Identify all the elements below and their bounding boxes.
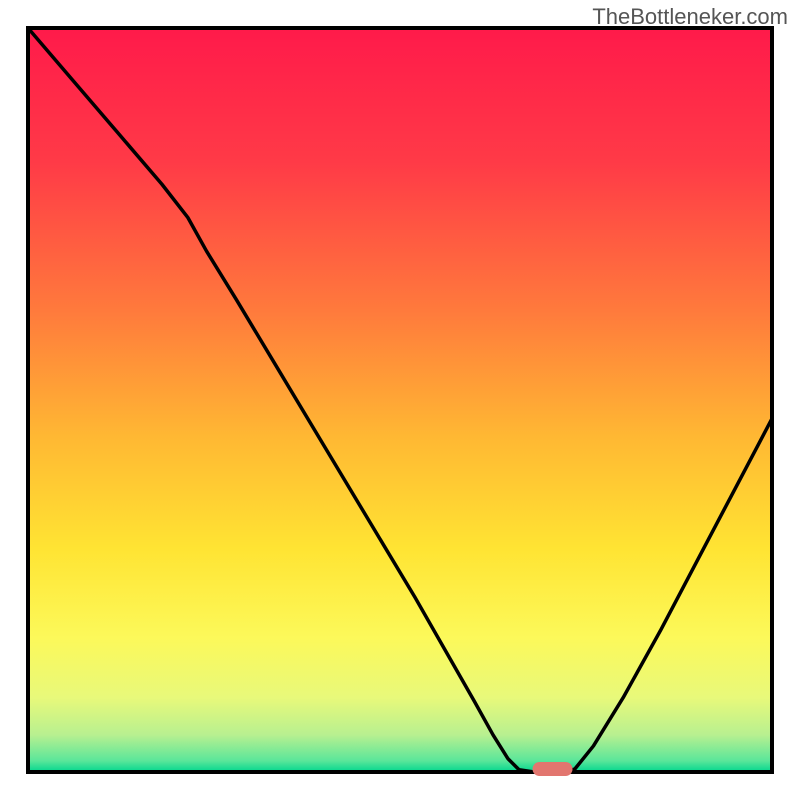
- attribution-text: TheBottleneker.com: [592, 4, 788, 30]
- optimal-marker: [533, 762, 573, 776]
- plot-background: [28, 28, 772, 772]
- chart-svg: [0, 0, 800, 800]
- bottleneck-chart: [0, 0, 800, 800]
